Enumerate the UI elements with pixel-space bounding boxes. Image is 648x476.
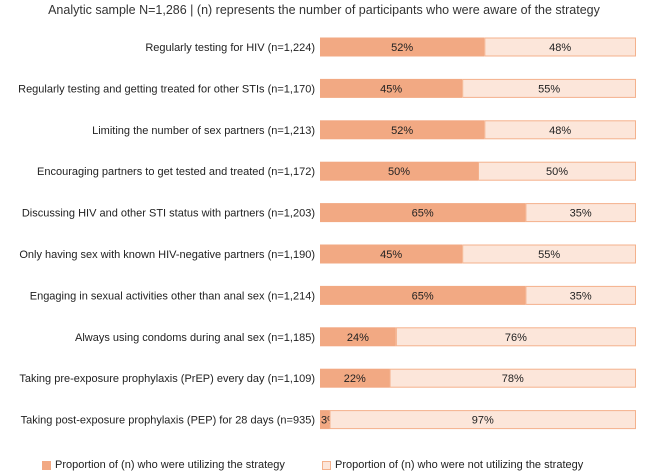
data-label-utilizing: 52%	[391, 42, 413, 54]
data-label-not-utilizing: 48%	[549, 42, 571, 54]
category-label: Engaging in sexual activities other than…	[30, 290, 315, 302]
legend-label-utilizing: Proportion of (n) who were utilizing the…	[55, 459, 285, 471]
bar-utilizing	[320, 285, 526, 305]
data-label-utilizing: 52%	[391, 125, 413, 137]
data-label-utilizing: 22%	[344, 373, 366, 385]
legend-label-not-utilizing: Proportion of (n) who were not utilizing…	[335, 459, 584, 471]
bar-not-utilizing	[525, 285, 637, 305]
data-label-not-utilizing: 97%	[472, 415, 494, 427]
category-label: Regularly testing for HIV (n=1,224)	[145, 42, 315, 54]
category-label: Discussing HIV and other STI status with…	[22, 208, 315, 220]
bar-utilizing	[320, 203, 526, 223]
data-label-utilizing: 50%	[388, 166, 410, 178]
bar-not-utilizing	[462, 78, 637, 98]
bar-not-utilizing	[329, 410, 636, 430]
data-label-utilizing: 65%	[412, 208, 434, 220]
bar-utilizing	[320, 244, 463, 264]
bar-not-utilizing	[462, 244, 637, 264]
category-label: Encouraging partners to get tested and t…	[37, 166, 315, 178]
data-label-not-utilizing: 76%	[505, 332, 527, 344]
category-label: Taking post-exposure prophylaxis (PEP) f…	[21, 415, 315, 427]
bar-not-utilizing	[478, 161, 636, 181]
data-label-utilizing: 45%	[380, 83, 402, 95]
category-label: Only having sex with known HIV-negative …	[19, 249, 315, 261]
data-label-utilizing: 45%	[380, 249, 402, 261]
bar-not-utilizing	[525, 203, 637, 223]
bar-not-utilizing	[395, 327, 636, 347]
category-label: Limiting the number of sex partners (n=1…	[92, 125, 315, 137]
bar-utilizing	[320, 37, 485, 57]
bar-utilizing	[320, 120, 485, 140]
data-label-not-utilizing: 78%	[502, 373, 524, 385]
category-label: Regularly testing and getting treated fo…	[18, 83, 315, 95]
data-label-not-utilizing: 35%	[570, 290, 592, 302]
data-label-not-utilizing: 55%	[538, 83, 560, 95]
bar-utilizing	[320, 327, 396, 347]
data-label-utilizing: 24%	[347, 332, 369, 344]
bar-not-utilizing	[484, 37, 636, 57]
data-label-utilizing: 65%	[412, 290, 434, 302]
bar-not-utilizing	[484, 120, 636, 140]
legend-swatch-utilizing	[42, 460, 51, 470]
data-label-not-utilizing: 35%	[570, 208, 592, 220]
bar-utilizing	[320, 368, 390, 388]
data-label-not-utilizing: 50%	[546, 166, 568, 178]
category-label: Taking pre-exposure prophylaxis (PrEP) e…	[19, 373, 315, 385]
legend-swatch-not-utilizing	[322, 460, 331, 470]
chart-title: Analytic sample N=1,286 | (n) represents…	[48, 3, 600, 17]
bar-utilizing	[320, 78, 463, 98]
legend-item-not-utilizing: Proportion of (n) who were not utilizing…	[322, 459, 583, 471]
bar-not-utilizing	[389, 368, 636, 388]
legend-item-utilizing: Proportion of (n) who were utilizing the…	[42, 459, 285, 471]
bar-utilizing	[320, 410, 330, 430]
bar-utilizing	[320, 161, 478, 181]
category-label: Always using condoms during anal sex (n=…	[75, 332, 315, 344]
data-label-not-utilizing: 48%	[549, 125, 571, 137]
data-label-not-utilizing: 55%	[538, 249, 560, 261]
